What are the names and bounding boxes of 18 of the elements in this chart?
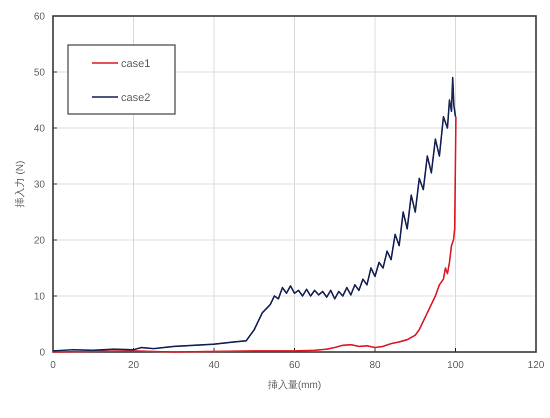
y-tick-label: 30 [34, 180, 46, 190]
x-axis-title: 挿入量(mm) [268, 379, 322, 391]
x-tick-label: 100 [447, 360, 464, 371]
y-axis-title: 挿入力 (N) [14, 160, 26, 208]
legend-label: case1 [121, 58, 150, 70]
legend-label: case2 [121, 92, 150, 104]
x-tick-label: 80 [369, 360, 381, 371]
y-tick-label: 60 [34, 12, 46, 22]
y-tick-label: 10 [34, 292, 46, 302]
y-tick-label: 40 [34, 124, 46, 134]
x-tick-label: 120 [528, 360, 545, 371]
x-tick-label: 40 [208, 360, 220, 371]
y-tick-label: 20 [34, 236, 46, 246]
x-tick-label: 0 [50, 360, 56, 371]
x-tick-label: 20 [128, 360, 140, 371]
x-tick-label: 60 [288, 360, 300, 371]
y-tick-label: 0 [39, 348, 46, 358]
y-tick-label: 50 [34, 68, 46, 78]
